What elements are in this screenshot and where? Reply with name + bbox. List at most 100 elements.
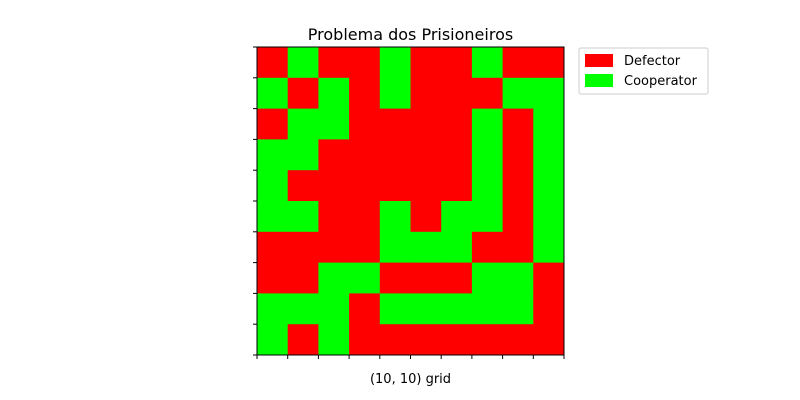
chart-title: Problema dos Prisioneiros [308, 25, 513, 44]
heatmap-cell [441, 201, 473, 233]
heatmap-cell [533, 293, 565, 325]
heatmap-cell [318, 231, 350, 263]
heatmap-cell [441, 47, 473, 79]
heatmap-cell [410, 201, 442, 233]
x-axis-label: (10, 10) grid [370, 372, 451, 387]
heatmap-cell [410, 77, 442, 109]
heatmap-cell [410, 262, 442, 294]
heatmap-cell [349, 77, 381, 109]
heatmap-cell [287, 108, 319, 140]
heatmap-cell [410, 47, 442, 79]
heatmap-cell [287, 324, 319, 356]
heatmap-cell [471, 293, 503, 325]
heatmap-cell [318, 139, 350, 171]
heatmap-cell [533, 108, 565, 140]
heatmap-cell [257, 170, 289, 202]
heatmap-cell [287, 231, 319, 263]
heatmap-cell [257, 324, 289, 356]
heatmap-cell [379, 262, 411, 294]
legend-swatch-defector [585, 54, 613, 67]
heatmap-cell [257, 47, 289, 79]
heatmap-cell [441, 170, 473, 202]
heatmap-cell [471, 324, 503, 356]
heatmap-cell [379, 139, 411, 171]
heatmap-cell [502, 231, 534, 263]
heatmap-cell [471, 47, 503, 79]
heatmap-cell [379, 108, 411, 140]
heatmap-cell [349, 170, 381, 202]
heatmap-cell [502, 170, 534, 202]
heatmap-cell [318, 108, 350, 140]
heatmap-cell [471, 139, 503, 171]
heatmap-cell [533, 77, 565, 109]
heatmap-cell [379, 201, 411, 233]
heatmap-cell [471, 108, 503, 140]
heatmap-cell [441, 231, 473, 263]
heatmap-cell [410, 139, 442, 171]
heatmap-cell [257, 231, 289, 263]
heatmap-cell [471, 201, 503, 233]
heatmap-cell [533, 139, 565, 171]
heatmap-cell [349, 262, 381, 294]
heatmap-cell [349, 47, 381, 79]
legend: Defector Cooperator [578, 47, 709, 95]
heatmap-cell [502, 324, 534, 356]
heatmap-cell [318, 47, 350, 79]
heatmap-cell [533, 47, 565, 79]
heatmap-cell [318, 170, 350, 202]
heatmap-cell [533, 231, 565, 263]
heatmap-cell [471, 231, 503, 263]
heatmap-cell [287, 201, 319, 233]
heatmap-cell [471, 262, 503, 294]
heatmap-cell [441, 139, 473, 171]
heatmap-cell [410, 170, 442, 202]
heatmap-cell [349, 108, 381, 140]
heatmap-cell [379, 170, 411, 202]
heatmap-cell [257, 262, 289, 294]
heatmap-cell [410, 324, 442, 356]
heatmap-cell [471, 77, 503, 109]
heatmap-cell [287, 170, 319, 202]
heatmap-cell [257, 108, 289, 140]
heatmap-cell [287, 293, 319, 325]
heatmap-cell [502, 293, 534, 325]
heatmap-cell [441, 77, 473, 109]
heatmap-cell [502, 47, 534, 79]
heatmap-cell [471, 170, 503, 202]
heatmap-cell [533, 324, 565, 356]
heatmap-cell [441, 293, 473, 325]
heatmap-cell [318, 77, 350, 109]
heatmap-cell [379, 324, 411, 356]
heatmap-cell [318, 293, 350, 325]
heatmap-cell [287, 139, 319, 171]
legend-swatch-cooperator [585, 74, 613, 87]
heatmap-cell [441, 262, 473, 294]
heatmap-cell [441, 324, 473, 356]
legend-label-defector: Defector [624, 54, 681, 69]
heatmap-cell [349, 324, 381, 356]
heatmap-cell [318, 324, 350, 356]
heatmap-cell [379, 231, 411, 263]
heatmap-cell [502, 77, 534, 109]
heatmap-cell [502, 262, 534, 294]
heatmap-cell [257, 201, 289, 233]
heatmap-cell [533, 262, 565, 294]
heatmap-cell [379, 47, 411, 79]
heatmap-cell [533, 201, 565, 233]
axis-ticks [253, 46, 565, 359]
legend-label-cooperator: Cooperator [624, 74, 698, 89]
heatmap-cells [257, 47, 565, 356]
heatmap-cell [502, 139, 534, 171]
heatmap-cell [533, 170, 565, 202]
heatmap-cell [349, 201, 381, 233]
heatmap-cell [379, 77, 411, 109]
heatmap-cell [349, 293, 381, 325]
heatmap-cell [318, 201, 350, 233]
heatmap-cell [410, 231, 442, 263]
heatmap-cell [287, 77, 319, 109]
heatmap-cell [318, 262, 350, 294]
heatmap-cell [349, 231, 381, 263]
heatmap-cell [410, 293, 442, 325]
heatmap-cell [441, 108, 473, 140]
heatmap-cell [257, 139, 289, 171]
